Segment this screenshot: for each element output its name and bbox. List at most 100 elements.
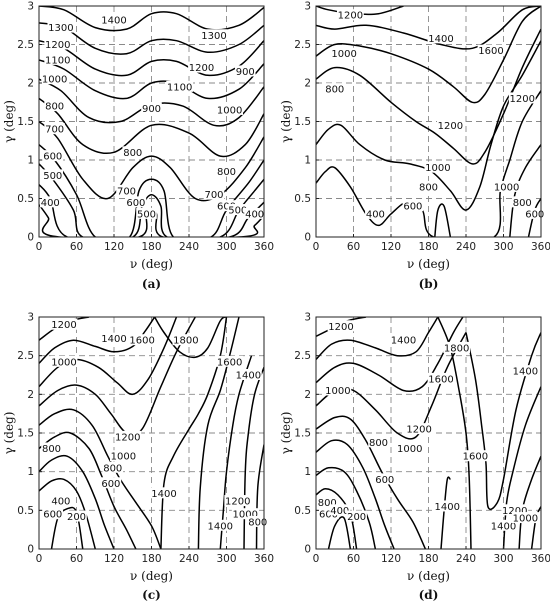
contour-label-bg xyxy=(490,519,517,531)
contour-label: 400 xyxy=(245,209,264,220)
contour-line xyxy=(39,22,264,55)
y-tick-label: 0 xyxy=(27,544,34,556)
contour-label: 1200 xyxy=(510,94,535,105)
contour-label: 800 xyxy=(42,444,61,455)
x-tick-label: 60 xyxy=(347,241,360,253)
contour-label-bg xyxy=(390,334,417,346)
contour-label-bg xyxy=(42,508,64,520)
contour-label: 700 xyxy=(45,125,64,136)
x-tick-label: 240 xyxy=(456,553,476,565)
contour-label-bg xyxy=(231,508,259,520)
contour-label: 600 xyxy=(43,152,62,163)
y-tick-label: 0.5 xyxy=(294,193,311,205)
x-tick-label: 240 xyxy=(179,553,199,565)
contour-label: 1000 xyxy=(233,510,258,521)
contour-label: 800 xyxy=(513,198,532,209)
y-tick-label: 3 xyxy=(304,312,311,324)
contour-label: 1300 xyxy=(48,23,73,34)
contour-label-bg xyxy=(125,196,147,208)
y-tick-label: 1 xyxy=(304,466,311,478)
contour-label-bg xyxy=(44,53,72,65)
contour-label: 1200 xyxy=(338,11,363,22)
contour-label-bg xyxy=(436,119,464,131)
x-tick-label: 300 xyxy=(216,553,236,565)
y-tick-label: 2.5 xyxy=(294,39,311,51)
x-tick-label: 180 xyxy=(418,553,438,565)
contour-label: 600 xyxy=(403,202,422,213)
contour-label-bg xyxy=(234,369,262,380)
contour-label: 400 xyxy=(51,497,70,508)
x-tick-label: 0 xyxy=(313,553,320,565)
contour-label: 600 xyxy=(375,475,394,486)
contour-label-bg xyxy=(418,180,439,192)
contour-label: 1000 xyxy=(325,386,350,397)
contour-label-bg xyxy=(247,515,269,527)
y-tick-label: 2 xyxy=(304,78,311,90)
contour-line xyxy=(39,408,162,549)
contour-label-bg xyxy=(365,207,386,219)
y-tick-label: 0 xyxy=(27,232,34,244)
y-tick-label: 1 xyxy=(27,155,34,167)
x-tick-label: 180 xyxy=(141,241,161,253)
contour-line xyxy=(316,28,541,165)
x-tick-label: 0 xyxy=(36,241,43,253)
contour-line xyxy=(39,317,156,364)
contour-label-bg xyxy=(336,9,364,21)
y-axis-label: γ (deg) xyxy=(279,412,293,455)
y-tick-label: 2 xyxy=(27,389,34,401)
contour-label-bg xyxy=(141,102,162,114)
contour-label-bg xyxy=(327,320,355,332)
contour-label: 1100 xyxy=(167,82,192,93)
contour-line xyxy=(440,476,452,549)
contour-line xyxy=(316,487,358,549)
panel-b: 1200140016001000800120012001000100080080… xyxy=(279,1,550,292)
contour-label-bg xyxy=(100,477,122,489)
x-tick-label: 360 xyxy=(254,241,274,253)
contour-label-bg xyxy=(42,150,64,162)
contour-label: 1200 xyxy=(225,497,250,508)
contour-lines xyxy=(39,317,264,549)
contour-line xyxy=(327,516,352,549)
contour-label-bg xyxy=(405,423,433,435)
contour-label: 1400 xyxy=(513,367,538,378)
x-tick-label: 0 xyxy=(313,241,320,253)
contour-label-bg xyxy=(50,318,78,330)
contour-label-bg xyxy=(461,450,489,462)
contour-label: 1200 xyxy=(51,320,76,331)
y-tick-label: 2.5 xyxy=(294,350,311,362)
contour-label-bg xyxy=(368,436,389,448)
contour-line xyxy=(434,203,452,237)
x-tick-label: 360 xyxy=(254,553,274,565)
contour-label-bg xyxy=(150,487,178,499)
contour-label-bg xyxy=(122,146,144,158)
contour-label-bg xyxy=(100,13,128,25)
contour-label-bg xyxy=(216,355,244,367)
contour-line xyxy=(39,6,264,32)
contour-label-bg xyxy=(44,100,65,112)
contour-line xyxy=(502,386,541,549)
contour-label: 1200 xyxy=(189,63,214,74)
x-tick-label: 300 xyxy=(216,241,236,253)
contour-label-bg xyxy=(330,47,358,59)
contour-label: 1600 xyxy=(129,336,154,347)
contour-label: 800 xyxy=(217,167,236,178)
contour-label-bg xyxy=(508,92,536,104)
contour-label: 1400 xyxy=(391,336,416,347)
y-tick-label: 3 xyxy=(27,1,34,13)
contour-line xyxy=(316,439,395,549)
contour-label: 800 xyxy=(248,517,267,528)
contour-label-bg xyxy=(66,510,87,522)
contour-label-bg xyxy=(216,165,237,177)
contour-label: 1600 xyxy=(478,46,503,57)
contour-label-bg xyxy=(511,512,539,524)
y-tick-label: 1 xyxy=(27,466,34,478)
contour-label: 1000 xyxy=(51,357,76,368)
contour-line xyxy=(316,40,541,211)
y-tick-label: 2.5 xyxy=(17,350,34,362)
contour-label: 600 xyxy=(525,209,544,220)
contour-label-bg xyxy=(316,496,338,508)
contour-label-bg xyxy=(511,365,539,377)
contour-label: 1200 xyxy=(45,40,70,51)
x-axis-label: ν (deg) xyxy=(130,569,173,583)
